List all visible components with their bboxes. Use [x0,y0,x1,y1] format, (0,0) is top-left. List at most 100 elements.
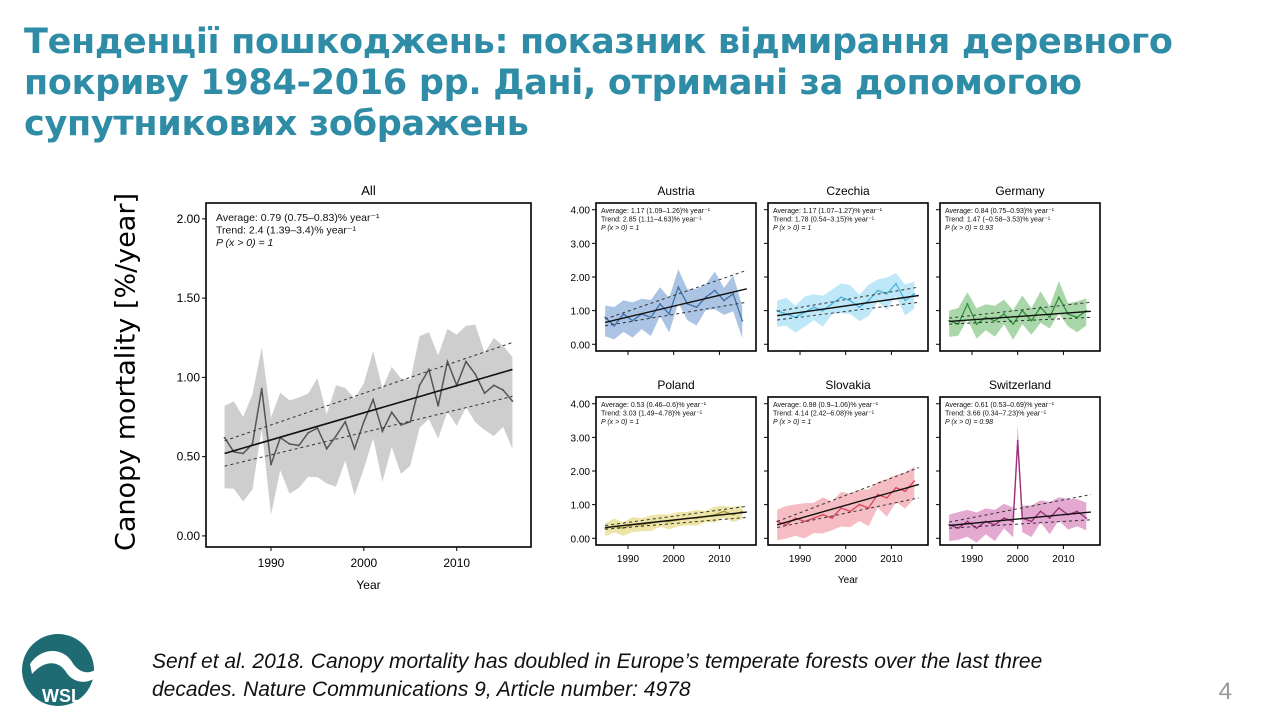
data-point-all [483,392,486,395]
annotation-czechia: Average: 1.17 (1.07–1.27)% year⁻¹ [773,208,883,215]
annotation-czechia: P (x > 0) = 1 [773,225,811,232]
data-point-all [353,447,356,450]
data-point-all [288,443,291,445]
trend-line-czechia [777,294,919,317]
data-point-germany [1003,313,1005,315]
x-tick-label-switzerland: 1990 [961,554,984,565]
data-point-switzerland [1003,517,1005,519]
ci-upper-line-all [224,342,513,442]
data-point-austria [741,319,744,322]
data-point-slovakia [812,517,815,519]
data-point-slovakia [876,493,879,496]
annotation-slovakia: Trend: 4.14 (2.42–6.08)% year⁻¹ [773,411,875,418]
x-tick-label-all: 2010 [443,556,470,570]
data-point-czechia [895,282,897,285]
data-point-czechia [858,306,861,309]
data-point-all [511,400,514,403]
data-point-czechia [876,289,879,292]
y-tick-label-austria: 0.00 [571,340,591,351]
ci-upper-line-slovakia [776,467,920,522]
panel-title-poland: Poland [657,378,694,392]
data-point-all [297,444,300,447]
data-point-all [270,463,272,466]
data-point-austria [631,319,634,322]
data-point-all [465,360,467,363]
y-tick-label-all: 0.00 [177,529,201,543]
x-tick-label-all: 2000 [351,556,378,570]
trend-line-poland [605,511,747,529]
data-point-all [242,452,245,455]
x-tick-label-switzerland: 2010 [1052,554,1075,565]
data-point-slovakia [895,486,897,489]
data-point-austria [613,324,616,327]
data-point-all [381,430,384,433]
annotation-all: Average: 0.79 (0.75–0.83)% year⁻¹ [216,212,380,224]
data-point-switzerland [1016,439,1019,442]
data-point-austria [659,303,661,305]
data-point-austria [723,299,725,302]
trend-line-germany [949,310,1091,323]
data-point-all [446,360,449,363]
uncertainty-band-switzerland [949,425,1087,543]
annotation-austria: Trend: 2.85 (1.11–4.63)% year⁻¹ [601,217,702,224]
data-point-germany [993,319,996,322]
annotation-switzerland: Average: 0.61 (0.53–0.69)% year⁻¹ [945,402,1055,409]
data-point-switzerland [1030,520,1033,523]
data-point-czechia [840,296,843,299]
data-point-czechia [812,306,815,309]
y-tick-label-austria: 1.00 [571,307,591,318]
panel-title-austria: Austria [657,184,695,198]
data-point-all [260,387,263,390]
x-tick-label-slovakia: 1990 [789,554,812,565]
uncertainty-band-austria [605,269,743,340]
data-point-slovakia [904,490,907,493]
data-point-all [325,447,328,450]
series-line-czechia [776,282,915,319]
annotation-switzerland: P (x > 0) = 0.98 [945,419,993,426]
data-point-austria [604,316,607,319]
x-tick-label-slovakia: 2010 [880,554,903,565]
data-point-czechia [821,309,824,312]
data-point-switzerland [1076,510,1079,513]
y-tick-label-austria: 4.00 [571,206,591,217]
data-point-all [344,420,347,423]
data-point-slovakia [821,513,824,516]
data-point-slovakia [849,510,852,513]
data-point-czechia [867,299,870,302]
data-point-all [316,427,319,430]
x-axis-label-all: Year [356,578,380,592]
uncertainty-band-czechia [777,272,915,333]
x-axis-label-slovakia: Year [838,575,859,586]
y-axis-label: Canopy mortality [%/year] [110,193,142,551]
data-point-all [427,368,430,371]
x-tick-label-poland: 2000 [663,554,686,565]
citation-line-2: decades. Nature Communications 9, Articl… [152,678,691,701]
annotation-slovakia: P (x > 0) = 1 [773,419,811,426]
data-point-all [335,435,337,437]
data-point-all [362,420,365,423]
annotation-germany: Trend: 1.47 (−0.58–3.53)% year⁻¹ [945,217,1051,224]
x-tick-label-poland: 2010 [708,554,731,565]
data-point-switzerland [1048,517,1051,519]
x-tick-label-slovakia: 2000 [835,554,858,565]
annotation-germany: P (x > 0) = 0.93 [945,225,993,232]
y-tick-label-all: 0.50 [177,450,201,464]
y-tick-label-austria: 3.00 [571,239,591,250]
annotation-poland: Trend: 3.03 (1.49–4.78)% year⁻¹ [601,411,703,418]
annotation-poland: P (x > 0) = 1 [601,419,639,426]
data-point-czechia [913,292,916,295]
data-point-germany [1048,316,1051,319]
panel-title-switzerland: Switzerland [989,378,1051,392]
data-point-germany [984,316,987,319]
data-point-poland [723,510,725,513]
data-point-all [502,389,505,391]
data-point-slovakia [794,517,797,519]
data-point-germany [975,323,978,325]
x-tick-label-switzerland: 2000 [1007,554,1030,565]
data-point-austria [649,316,652,319]
data-point-austria [622,313,625,315]
ci-upper-line-switzerland [949,494,1091,523]
data-point-czechia [904,299,907,302]
data-point-all [307,431,310,434]
